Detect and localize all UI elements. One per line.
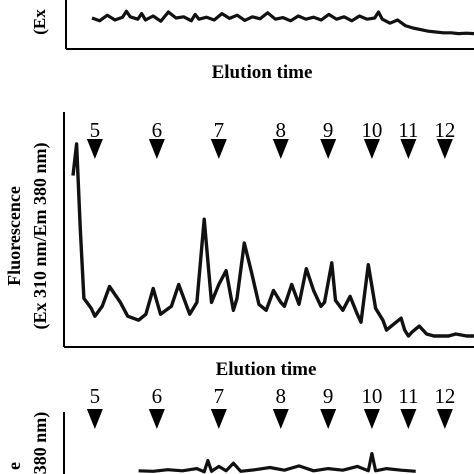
bottom-marker-label-8: 8	[276, 384, 287, 408]
middle-marker-label-8: 8	[276, 118, 287, 142]
middle-marker-label-11: 11	[398, 118, 418, 142]
middle-y-axis-label-line2: (Ex 310 nm/Em 380 nm)	[30, 142, 51, 329]
bottom-marker-arrow-7	[210, 409, 227, 429]
bottom-marker-label-10: 10	[361, 384, 382, 408]
middle-marker-arrow-11	[400, 139, 417, 159]
middle-panel: Fluorescence (Ex 310 nm/Em 380 nm) 5 6 7 8 9…	[4, 112, 474, 380]
middle-marker-arrow-10	[363, 139, 380, 159]
bottom-y-axis-label-fragment-2: 380 nm)	[30, 412, 51, 474]
top-series-line	[91, 9, 474, 36]
middle-y-axis-label: Fluorescence	[4, 186, 24, 286]
middle-marker-label-7: 7	[214, 118, 225, 142]
top-x-axis-label: Elution time	[212, 62, 313, 83]
bottom-marker-arrow-5	[86, 409, 103, 429]
bottom-marker-arrow-11	[400, 409, 417, 429]
bottom-marker-label-9: 9	[323, 384, 334, 408]
middle-marker-arrow-12	[436, 139, 453, 159]
bottom-marker-label-12: 12	[434, 384, 455, 408]
top-panel: (Ex Elution time	[30, 0, 474, 83]
middle-marker-label-6: 6	[152, 118, 163, 142]
bottom-marker-arrow-12	[436, 409, 453, 429]
top-y-axis-label-fragment: (Ex	[30, 9, 49, 35]
middle-marker-arrow-9	[320, 139, 337, 159]
middle-marker-arrow-7	[210, 139, 227, 159]
bottom-fraction-markers: 5 6 7 8 9 10 11 12	[86, 384, 455, 429]
bottom-series-line	[138, 451, 416, 474]
middle-fraction-markers: 5 6 7 8 9 10 11 12	[86, 118, 455, 159]
bottom-marker-label-5: 5	[90, 384, 101, 408]
middle-marker-label-5: 5	[90, 118, 101, 142]
bottom-marker-arrow-6	[148, 409, 165, 429]
middle-marker-label-9: 9	[323, 118, 334, 142]
middle-marker-arrow-6	[148, 139, 165, 159]
middle-marker-arrow-8	[272, 139, 289, 159]
bottom-marker-label-6: 6	[152, 384, 163, 408]
bottom-y-axis-label-fragment-1: e	[4, 462, 24, 470]
bottom-marker-arrow-9	[320, 409, 337, 429]
bottom-marker-arrow-8	[272, 409, 289, 429]
bottom-marker-arrow-10	[363, 409, 380, 429]
middle-marker-label-12: 12	[434, 118, 455, 142]
middle-series-line	[71, 142, 474, 338]
middle-x-axis-label: Elution time	[216, 359, 317, 380]
middle-marker-label-10: 10	[361, 118, 382, 142]
middle-marker-arrow-5	[86, 139, 103, 159]
bottom-panel: e 380 nm) 5 6 7 8 9 10 11 12	[4, 384, 455, 474]
bottom-marker-label-11: 11	[398, 384, 418, 408]
bottom-marker-label-7: 7	[214, 384, 225, 408]
